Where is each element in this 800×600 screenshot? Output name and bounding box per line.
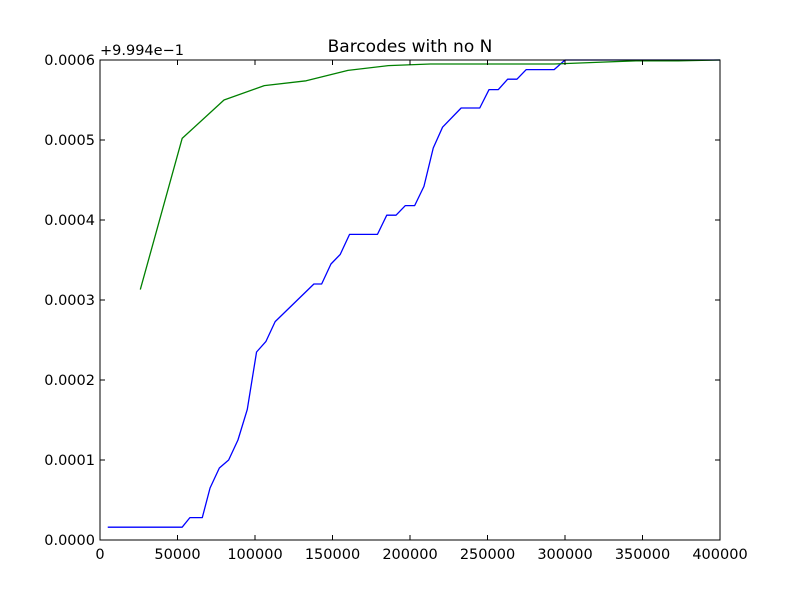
x-tick-label: 350000 [615, 547, 670, 563]
chart-title: Barcodes with no N [328, 37, 493, 57]
series-layer [107, 59, 721, 528]
x-tick-label: 0 [95, 547, 104, 563]
series-line-2 [139, 59, 721, 290]
y-tick-label: 0.0005 [44, 133, 95, 149]
y-tick-label: 0.0004 [44, 213, 95, 229]
x-tick-label: 250000 [460, 547, 515, 563]
x-tick-label: 400000 [692, 547, 747, 563]
y-tick-label: 0.0006 [44, 53, 95, 69]
x-tick-label: 50000 [154, 547, 200, 563]
series-line-1 [107, 59, 720, 528]
y-offset-label: +9.994e−1 [100, 43, 184, 59]
x-tick-label: 300000 [537, 547, 592, 563]
x-tick-label: 200000 [382, 547, 437, 563]
y-tick-label: 0.0002 [44, 373, 95, 389]
y-tick-label: 0.0000 [44, 533, 95, 549]
y-tick-label: 0.0001 [44, 453, 95, 469]
tick-layer: 0 50000 100000 150000 200000 250000 300000 3500… [44, 53, 747, 563]
x-tick-label: 100000 [227, 547, 282, 563]
y-tick-label: 0.0003 [44, 293, 95, 309]
x-tick-label: 150000 [305, 547, 360, 563]
